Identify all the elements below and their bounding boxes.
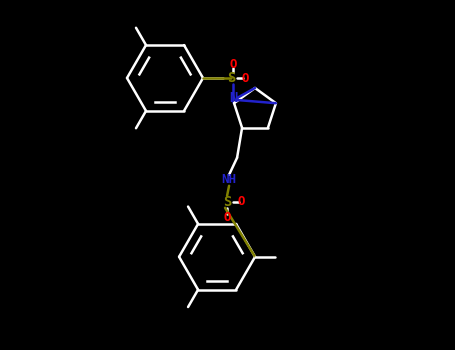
Text: O: O: [229, 57, 237, 70]
Text: S: S: [227, 71, 235, 85]
Text: O: O: [223, 211, 231, 224]
Text: S: S: [223, 195, 231, 209]
Text: NH: NH: [222, 173, 237, 186]
Text: N: N: [229, 91, 237, 105]
Text: O: O: [238, 195, 245, 208]
Text: O: O: [241, 71, 249, 84]
